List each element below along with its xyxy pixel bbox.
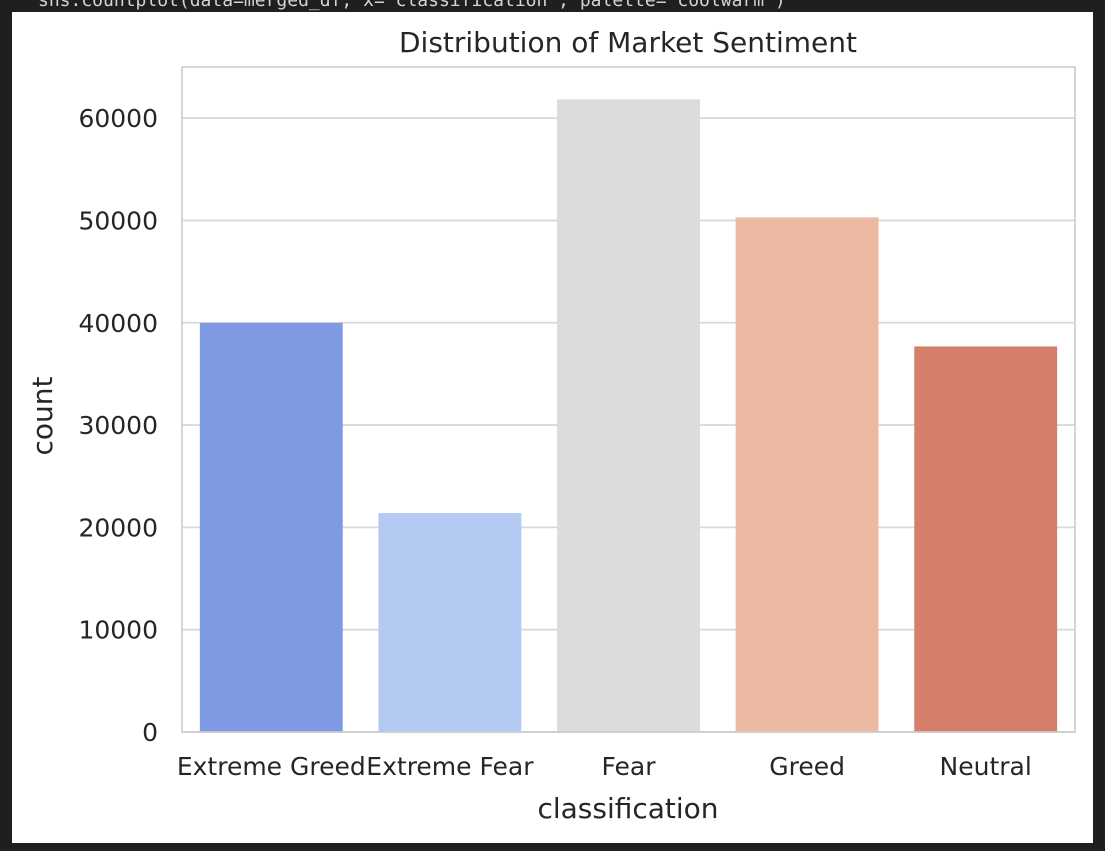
y-tick-label: 40000 bbox=[78, 309, 158, 338]
axes-frame bbox=[181, 66, 1076, 733]
x-tick-label: Neutral bbox=[940, 752, 1032, 781]
bar-chart: 0 10000 20000 30000 40000 50000 60000 Extreme … bbox=[26, 26, 1076, 825]
y-tick-label: 50000 bbox=[78, 206, 158, 235]
x-axis-label: classification bbox=[537, 792, 718, 825]
bars bbox=[199, 99, 1058, 732]
y-tick-label: 0 bbox=[142, 718, 158, 747]
y-tick-label: 30000 bbox=[78, 411, 158, 440]
x-tick-label: Extreme Fear bbox=[366, 752, 534, 781]
bar-extreme-fear bbox=[378, 513, 522, 732]
code-line: sns.countplot(data=merged_df, x='classif… bbox=[38, 0, 786, 11]
x-tick-label: Greed bbox=[769, 752, 845, 781]
bar-extreme-greed bbox=[199, 322, 343, 732]
bar-greed bbox=[735, 217, 879, 732]
bar-fear bbox=[557, 99, 700, 732]
x-tick-label: Extreme Greed bbox=[177, 752, 366, 781]
chart-title: Distribution of Market Sentiment bbox=[399, 26, 857, 59]
y-tick-label: 20000 bbox=[78, 513, 158, 542]
x-tick-labels: Extreme Greed Extreme Fear Fear Greed Neutra… bbox=[177, 752, 1032, 781]
code-cell-strip: sns.countplot(data=merged_df, x='classif… bbox=[0, 0, 1105, 12]
bar-neutral bbox=[914, 346, 1058, 732]
chart-figure: 0 10000 20000 30000 40000 50000 60000 Extreme … bbox=[12, 12, 1093, 843]
y-tick-label: 60000 bbox=[78, 104, 158, 133]
y-axis-label: count bbox=[26, 376, 59, 455]
output-strip bbox=[0, 843, 1105, 851]
y-tick-label: 10000 bbox=[78, 616, 158, 645]
x-tick-label: Fear bbox=[602, 752, 657, 781]
y-tick-labels: 0 10000 20000 30000 40000 50000 60000 bbox=[78, 104, 158, 747]
